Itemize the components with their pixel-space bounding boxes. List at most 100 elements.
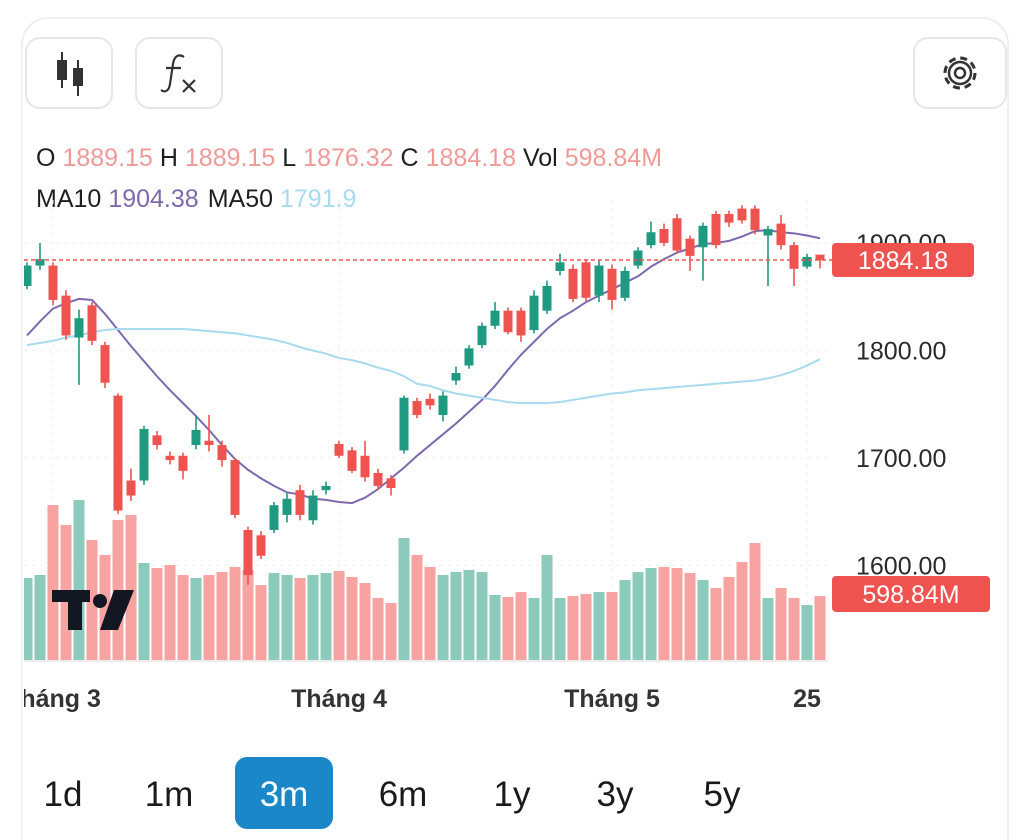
- candle-body: [529, 295, 539, 331]
- candle-body: [737, 208, 747, 221]
- candle-body: [802, 256, 812, 267]
- range-label: 3y: [597, 775, 634, 814]
- volume-bar: [437, 574, 449, 660]
- volume-bar: [216, 571, 228, 660]
- volume-bar: [580, 594, 592, 660]
- legend-value: 1889.15: [62, 144, 152, 172]
- candle-body: [269, 505, 279, 530]
- range-button[interactable]: 1m: [145, 775, 194, 814]
- ohlc-legend: O 1889.15 H 1889.15 L 1876.32 C 1884.18 Vol 598.8…: [36, 144, 662, 172]
- candle-body: [230, 460, 240, 515]
- legend-value: 1791.9: [280, 185, 356, 213]
- indicator-button[interactable]: [135, 37, 223, 109]
- candle-body: [685, 238, 695, 256]
- candle-body: [438, 395, 448, 415]
- candle-body: [542, 285, 552, 311]
- volume-bar: [502, 597, 514, 660]
- candle-body: [139, 428, 149, 481]
- candle-body: [48, 265, 58, 300]
- candle-body: [35, 259, 45, 266]
- volume-bar: [658, 566, 670, 660]
- candle-body: [451, 373, 461, 381]
- volume-bar: [99, 554, 111, 660]
- volume-bar: [86, 540, 98, 660]
- volume-bar: [346, 577, 358, 660]
- range-button[interactable]: 1d: [44, 775, 83, 814]
- legend-label: MA50: [208, 185, 273, 213]
- volume-bar: [255, 585, 267, 660]
- volume-bar: [723, 577, 735, 660]
- range-button[interactable]: 6m: [379, 775, 428, 814]
- volume-bar: [398, 537, 410, 660]
- gear-ring: [947, 60, 973, 86]
- candle-body: [165, 455, 175, 461]
- range-button[interactable]: 5y: [704, 775, 741, 814]
- volume-bar: [476, 571, 488, 660]
- volume-bar: [164, 565, 176, 660]
- volume-bar: [788, 597, 800, 660]
- legend-value: 1884.18: [426, 144, 516, 172]
- price-tag: [832, 242, 974, 277]
- volume-bar: [606, 591, 618, 660]
- volume-bar: [775, 588, 787, 660]
- candle-body: [204, 440, 214, 446]
- candle-body: [698, 225, 708, 248]
- candle-body: [607, 268, 617, 300]
- candle-body: [477, 325, 487, 346]
- y-tick-label: 1700.00: [856, 445, 946, 473]
- chart-type-button[interactable]: [25, 37, 113, 109]
- function-icon: [160, 54, 185, 93]
- candle-body: [217, 445, 227, 461]
- candle-body: [100, 345, 110, 383]
- candle-body: [776, 223, 786, 246]
- candle-body: [282, 498, 292, 515]
- legend-label: L: [282, 144, 296, 172]
- volume-bar: [294, 577, 306, 660]
- candle-body: [672, 218, 682, 251]
- button-frame: [913, 37, 1007, 109]
- icon-body: [73, 68, 83, 86]
- volume-bar: [151, 568, 163, 660]
- candle-body: [659, 229, 669, 243]
- volume-bar: [671, 568, 683, 660]
- candle-body: [594, 265, 604, 296]
- candle-body: [620, 270, 630, 298]
- candle-body: [750, 208, 760, 231]
- candle-body: [425, 398, 435, 406]
- range-label: 1d: [44, 775, 83, 814]
- candle-body: [295, 490, 305, 515]
- button-frame: [25, 37, 113, 109]
- grid: [24, 200, 828, 660]
- candle-body: [724, 213, 734, 223]
- volume-bar: [242, 569, 254, 660]
- volume-bar: [489, 594, 501, 660]
- volume-bar: [541, 554, 553, 660]
- candle-body: [373, 472, 383, 486]
- candle-body: [789, 245, 799, 269]
- legend-label: O: [36, 144, 55, 172]
- legend-value: 1904.38: [108, 185, 198, 213]
- candle-body: [152, 435, 162, 446]
- volume-bar: [190, 577, 202, 660]
- volume-bar: [749, 542, 761, 660]
- range-button[interactable]: 3y: [597, 775, 634, 814]
- legend-label: H: [160, 144, 178, 172]
- volume-bar: [697, 580, 709, 660]
- volume-bar: [632, 571, 644, 660]
- settings-button[interactable]: [913, 37, 1007, 109]
- candle-body: [113, 395, 123, 511]
- volume-bar: [320, 573, 332, 660]
- legend-label: C: [401, 144, 419, 172]
- volume-bar: [138, 562, 150, 660]
- card: [21, 17, 1009, 840]
- button-frame: [135, 37, 223, 109]
- range-button[interactable]: 3m: [235, 757, 333, 829]
- volume-bar: [372, 597, 384, 660]
- range-button[interactable]: 1y: [494, 775, 531, 814]
- volume-bar: [762, 597, 774, 660]
- volume-bar: [307, 574, 319, 660]
- logo-part: [93, 594, 107, 608]
- x-tick-label: Tháng 4: [291, 685, 387, 713]
- candle-body: [464, 348, 474, 366]
